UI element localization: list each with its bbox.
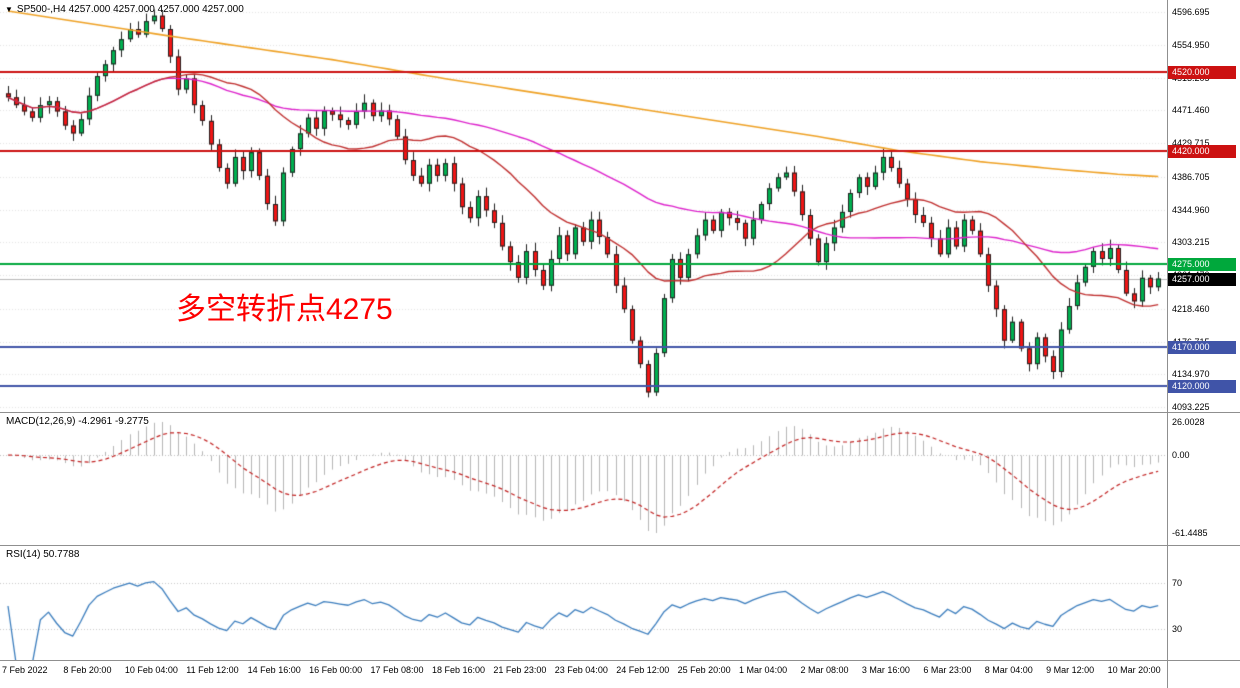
annotation-text: 多空转折点4275 [176,293,393,326]
macd-indicator-canvas[interactable] [0,413,1167,545]
panel-separator[interactable] [0,545,1240,546]
time-axis-label: 21 Feb 23:00 [493,665,547,675]
symbol-ohlc-label: SP500-,H4 4257.000 4257.000 4257.000 425… [16,4,244,15]
level-price-tag: 4520.000 [1168,66,1236,80]
time-axis-label: 9 Mar 12:00 [1046,665,1095,675]
macd-scale-label: 26.0028 [1172,416,1205,427]
time-axis-separator [0,660,1240,661]
level-price-tag: 4170.000 [1168,340,1236,354]
time-axis-label: 1 Mar 04:00 [739,665,788,675]
price-scale-label: 4134.970 [1172,369,1210,380]
macd-label: MACD(12,26,9) -4.2961 -9.2775 [6,416,149,427]
price-scale-label: 4344.960 [1172,204,1210,215]
time-axis-label: 17 Feb 08:00 [370,665,424,675]
rsi-level-label: 30 [1172,624,1183,634]
time-axis-label: 3 Mar 16:00 [861,665,910,675]
time-axis-label: 18 Feb 16:00 [431,665,485,675]
time-axis-label: 16 Feb 00:00 [309,665,363,675]
current-price-tag: 4257.000 [1168,272,1236,286]
rsi-level-label: 70 [1172,578,1183,588]
time-axis-label: 8 Mar 04:00 [984,665,1033,675]
price-scale-separator [1167,0,1168,688]
level-price-tag: 4120.000 [1168,380,1236,394]
price-scale-label: 4303.215 [1172,237,1210,248]
rsi-label: RSI(14) 50.7788 [6,549,80,560]
time-axis-label: 14 Feb 16:00 [247,665,301,675]
chevron-down-icon: ▼ [5,5,13,14]
price-scale-label: 4093.225 [1172,402,1210,413]
level-price-tag: 4275.000 [1168,258,1236,272]
time-axis-label: 25 Feb 20:00 [677,665,731,675]
rsi-indicator-canvas[interactable] [0,546,1167,660]
chart-title: ▼ SP500-,H4 4257.000 4257.000 4257.000 42… [5,4,244,15]
price-scale-label: 4554.950 [1172,39,1210,50]
time-axis-label: 8 Feb 20:00 [63,665,112,675]
time-axis-label: 2 Mar 08:00 [800,665,849,675]
time-axis-label: 11 Feb 12:00 [186,665,239,675]
price-scale-label: 4429.715 [1172,138,1210,149]
macd-scale-label: -61.4485 [1172,527,1208,538]
price-scale-label: 4471.460 [1172,105,1210,116]
time-axis-label: 6 Mar 23:00 [923,665,972,675]
price-scale-label: 4596.695 [1172,7,1210,17]
time-axis-label: 10 Feb 04:00 [124,665,178,675]
time-axis-label: 7 Feb 2022 [2,665,48,675]
time-axis-label: 23 Feb 04:00 [554,665,608,675]
price-scale-label: 4218.460 [1172,303,1210,314]
macd-scale-label: 0.00 [1172,450,1190,460]
level-price-tag: 4420.000 [1168,144,1236,158]
price-scale-label: 4386.705 [1172,171,1210,182]
price-chart-canvas[interactable] [0,0,1167,412]
panel-separator[interactable] [0,412,1240,413]
time-axis-label: 10 Mar 20:00 [1107,665,1161,675]
time-axis-label: 24 Feb 12:00 [616,665,670,675]
